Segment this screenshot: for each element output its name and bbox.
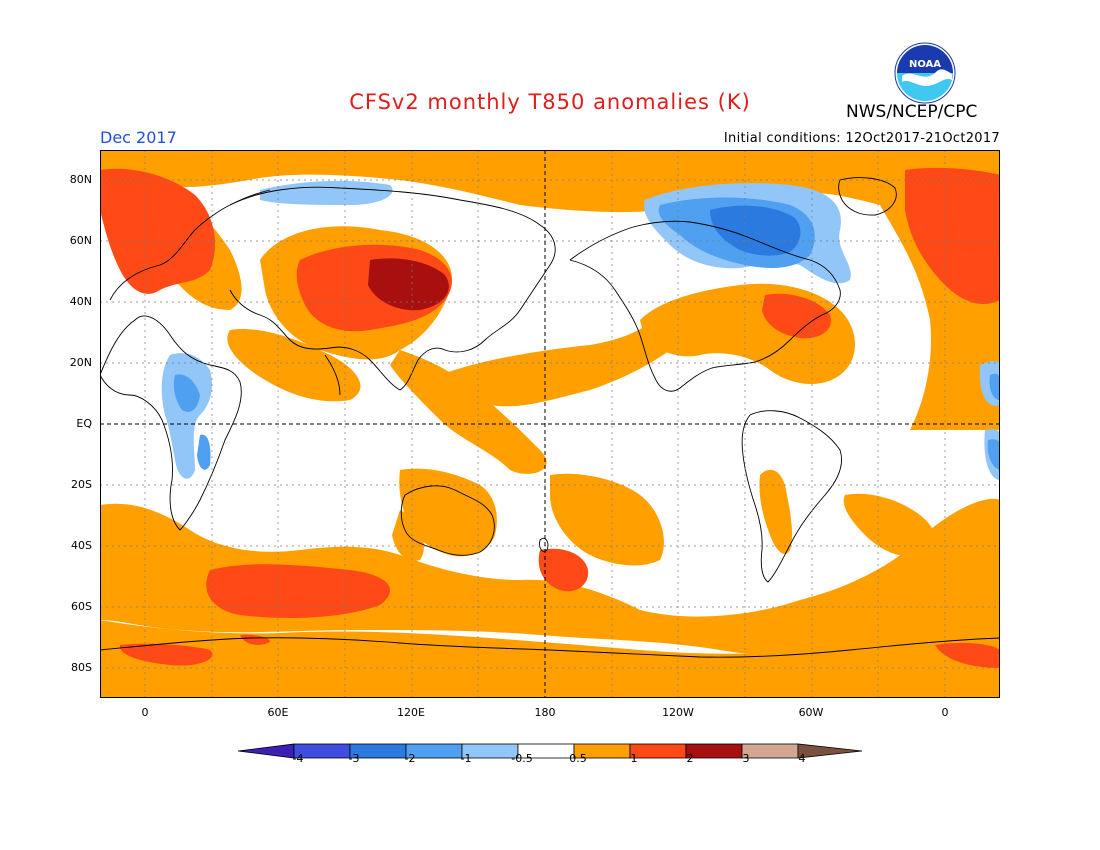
coastlines [100,177,1000,658]
legend-label-minus2: -2 [404,752,416,765]
lat-label-80n: 80N [69,173,92,186]
gridlines [100,150,1000,698]
legend-label-1: 1 [630,752,638,765]
agency-label: NWS/NCEP/CPC [846,102,978,122]
legend-label-minus3: -3 [348,752,360,765]
lat-label-20s: 20S [71,478,92,491]
lat-label-40n: 40N [69,295,92,308]
lat-label-eq: EQ [76,417,92,430]
lon-label-120w: 120W [662,706,694,719]
legend-label-minus0-5: -0.5 [511,752,533,765]
lat-label-80s: 80S [71,661,92,674]
legend-label-2: 2 [686,752,694,765]
very-strong-warm-anomaly [368,258,449,311]
chart-title: CFSv2 monthly T850 anomalies (K) [349,90,751,114]
legend-label-minus1: -1 [460,752,472,765]
lat-label-40s: 40S [71,539,92,552]
svg-text:NOAA: NOAA [909,59,941,70]
strong-cool-anomaly [710,205,801,256]
lon-label-120e: 120E [397,706,425,719]
lon-label-180: 180 [534,706,556,719]
lon-label-60w: 60W [798,706,824,719]
colorbar-segment-max [797,743,862,759]
lon-label-60e: 60E [267,706,289,719]
legend-label-0-5: 0.5 [569,752,587,765]
legend-label-4: 4 [798,752,806,765]
lat-label-60n: 60N [69,234,92,247]
initial-conditions: Initial conditions: 12Oct2017-21Oct2017 [723,131,1000,146]
lon-label-0-east: 0 [941,706,949,719]
legend-label-3: 3 [742,752,750,765]
anomaly-map [100,150,1000,698]
noaa-logo: NOAA [894,42,956,104]
lat-label-60s: 60S [71,600,92,613]
map-frame [100,150,1000,698]
lon-label-0: 0 [141,706,149,719]
lat-label-20n: 20N [69,356,92,369]
color-scale-bar [238,743,862,759]
forecast-month: Dec 2017 [100,128,177,147]
legend-label-minus4: -4 [292,752,304,765]
